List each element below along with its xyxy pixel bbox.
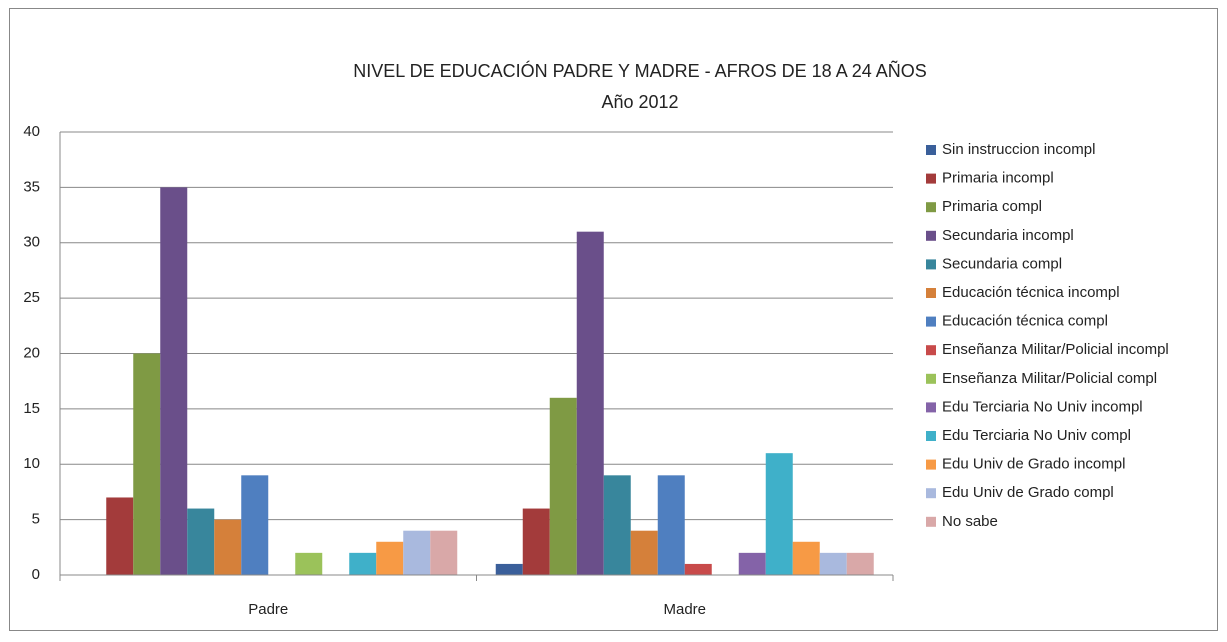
legend-swatch (926, 345, 936, 356)
bar (187, 508, 215, 575)
legend-swatch (926, 402, 936, 413)
y-tick-label: 0 (32, 566, 40, 583)
bar (376, 541, 404, 575)
chart-subtitle: Año 2012 (601, 92, 678, 112)
bar (295, 552, 323, 575)
legend-swatch (926, 459, 936, 470)
bar (430, 530, 458, 575)
legend-swatch (926, 202, 936, 213)
bar (403, 530, 431, 575)
bar (576, 231, 604, 576)
bar (603, 475, 631, 575)
chart-title: NIVEL DE EDUCACIÓN PADRE Y MADRE - AFROS… (353, 60, 927, 81)
bar (133, 353, 161, 575)
y-tick-label: 35 (23, 178, 40, 195)
bar (846, 552, 874, 575)
legend-swatch (926, 373, 936, 384)
legend-label: Primaria incompl (942, 170, 1054, 187)
legend-label: Enseñanza Militar/Policial incompl (942, 341, 1169, 358)
legend-label: Edu Terciaria No Univ compl (942, 427, 1131, 444)
bar (630, 530, 658, 575)
legend-label: Edu Univ de Grado compl (942, 484, 1114, 501)
y-tick-label: 20 (23, 344, 40, 361)
bar (738, 552, 766, 575)
bar (657, 475, 685, 575)
legend-label: No sabe (942, 513, 998, 530)
legend-label: Enseñanza Militar/Policial compl (942, 370, 1157, 387)
bar (522, 508, 550, 575)
legend-label: Edu Univ de Grado incompl (942, 456, 1125, 473)
legend-swatch (926, 259, 936, 270)
bar (349, 552, 377, 575)
y-tick-label: 30 (23, 234, 40, 251)
bar (214, 519, 242, 575)
bar (819, 552, 847, 575)
bar (549, 397, 577, 575)
legend-label: Edu Terciaria No Univ incompl (942, 398, 1143, 415)
y-tick-label: 25 (23, 289, 40, 306)
legend-label: Sin instruccion incompl (942, 141, 1095, 158)
legend-swatch (926, 173, 936, 184)
legend-swatch (926, 431, 936, 441)
bar (792, 541, 820, 575)
legend-swatch (926, 516, 936, 527)
y-tick-label: 15 (23, 400, 40, 417)
bar (106, 497, 134, 575)
bar (765, 453, 793, 575)
bar (495, 563, 523, 575)
legend-swatch (926, 316, 936, 327)
legend-swatch (926, 230, 936, 241)
legend-label: Secundaria compl (942, 255, 1062, 272)
legend-label: Secundaria incompl (942, 227, 1074, 244)
x-tick-label: Padre (248, 601, 288, 618)
x-tick-label: Madre (663, 601, 706, 618)
y-tick-label: 10 (23, 455, 40, 472)
legend-label: Educación técnica incompl (942, 284, 1120, 301)
legend-label: Educación técnica compl (942, 313, 1108, 330)
bar (684, 563, 712, 575)
y-tick-label: 40 (23, 123, 40, 140)
legend-swatch (926, 488, 936, 499)
legend-label: Primaria compl (942, 198, 1042, 215)
legend-swatch (926, 145, 936, 155)
bar (160, 187, 188, 575)
legend-swatch (926, 288, 936, 298)
bar (241, 475, 269, 575)
y-tick-label: 5 (32, 511, 40, 528)
